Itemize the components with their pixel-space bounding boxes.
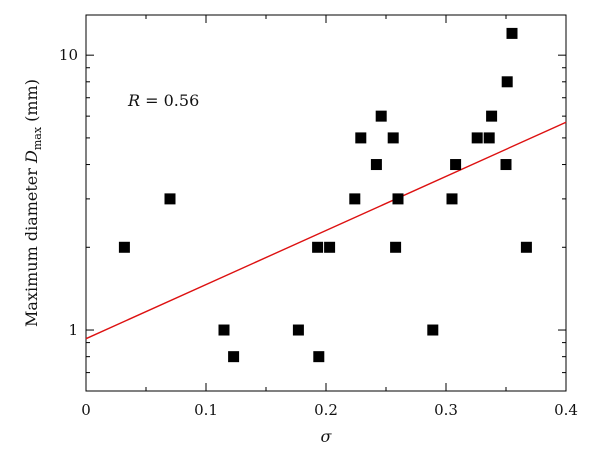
data-point xyxy=(349,193,361,205)
data-point xyxy=(500,159,512,171)
data-point xyxy=(228,351,240,363)
data-point xyxy=(520,241,532,253)
data-point xyxy=(486,110,498,122)
data-point xyxy=(375,110,387,122)
annotation-r: R = 0.56 xyxy=(127,91,199,110)
data-point xyxy=(483,132,495,144)
fit-line xyxy=(85,121,567,340)
plot-frame xyxy=(85,14,567,392)
data-point xyxy=(450,159,462,171)
data-points xyxy=(118,27,532,363)
y-axis-title-symbol: D xyxy=(22,150,41,164)
x-tick-label: 0 xyxy=(81,401,91,419)
data-point xyxy=(355,132,367,144)
y-tick-label: 10 xyxy=(59,46,78,64)
data-point xyxy=(471,132,483,144)
fit-line-group xyxy=(85,121,567,340)
data-point xyxy=(164,193,176,205)
data-point xyxy=(324,241,336,253)
x-tick-label: 0.3 xyxy=(434,401,458,419)
axis-ticks: 0 0.1 0.2 0.3 0.4 1 10 xyxy=(59,15,578,419)
annotation-r-symbol: R xyxy=(127,91,140,110)
data-point xyxy=(446,193,458,205)
x-tick-label: 0.4 xyxy=(554,401,578,419)
data-point xyxy=(292,324,304,336)
data-point xyxy=(370,159,382,171)
y-axis-title-subscript: max xyxy=(31,126,44,150)
data-point xyxy=(387,132,399,144)
y-axis-title-main: Maximum diameter xyxy=(22,163,41,327)
y-tick-label: 1 xyxy=(68,321,78,339)
data-point xyxy=(312,241,324,253)
data-point xyxy=(392,193,404,205)
data-point xyxy=(118,241,130,253)
annotation-r-value: = 0.56 xyxy=(140,91,199,110)
data-point xyxy=(390,241,402,253)
y-axis-title-unit: (mm) xyxy=(22,79,41,127)
x-tick-label: 0.1 xyxy=(194,401,218,419)
data-point xyxy=(313,351,325,363)
data-point xyxy=(501,76,513,88)
y-axis-title: Maximum diameter Dmax (mm) xyxy=(22,79,44,327)
data-point xyxy=(506,27,518,39)
x-axis-title: σ xyxy=(321,427,333,446)
x-tick-label: 0.2 xyxy=(314,401,338,419)
data-point xyxy=(218,324,230,336)
data-point xyxy=(427,324,439,336)
